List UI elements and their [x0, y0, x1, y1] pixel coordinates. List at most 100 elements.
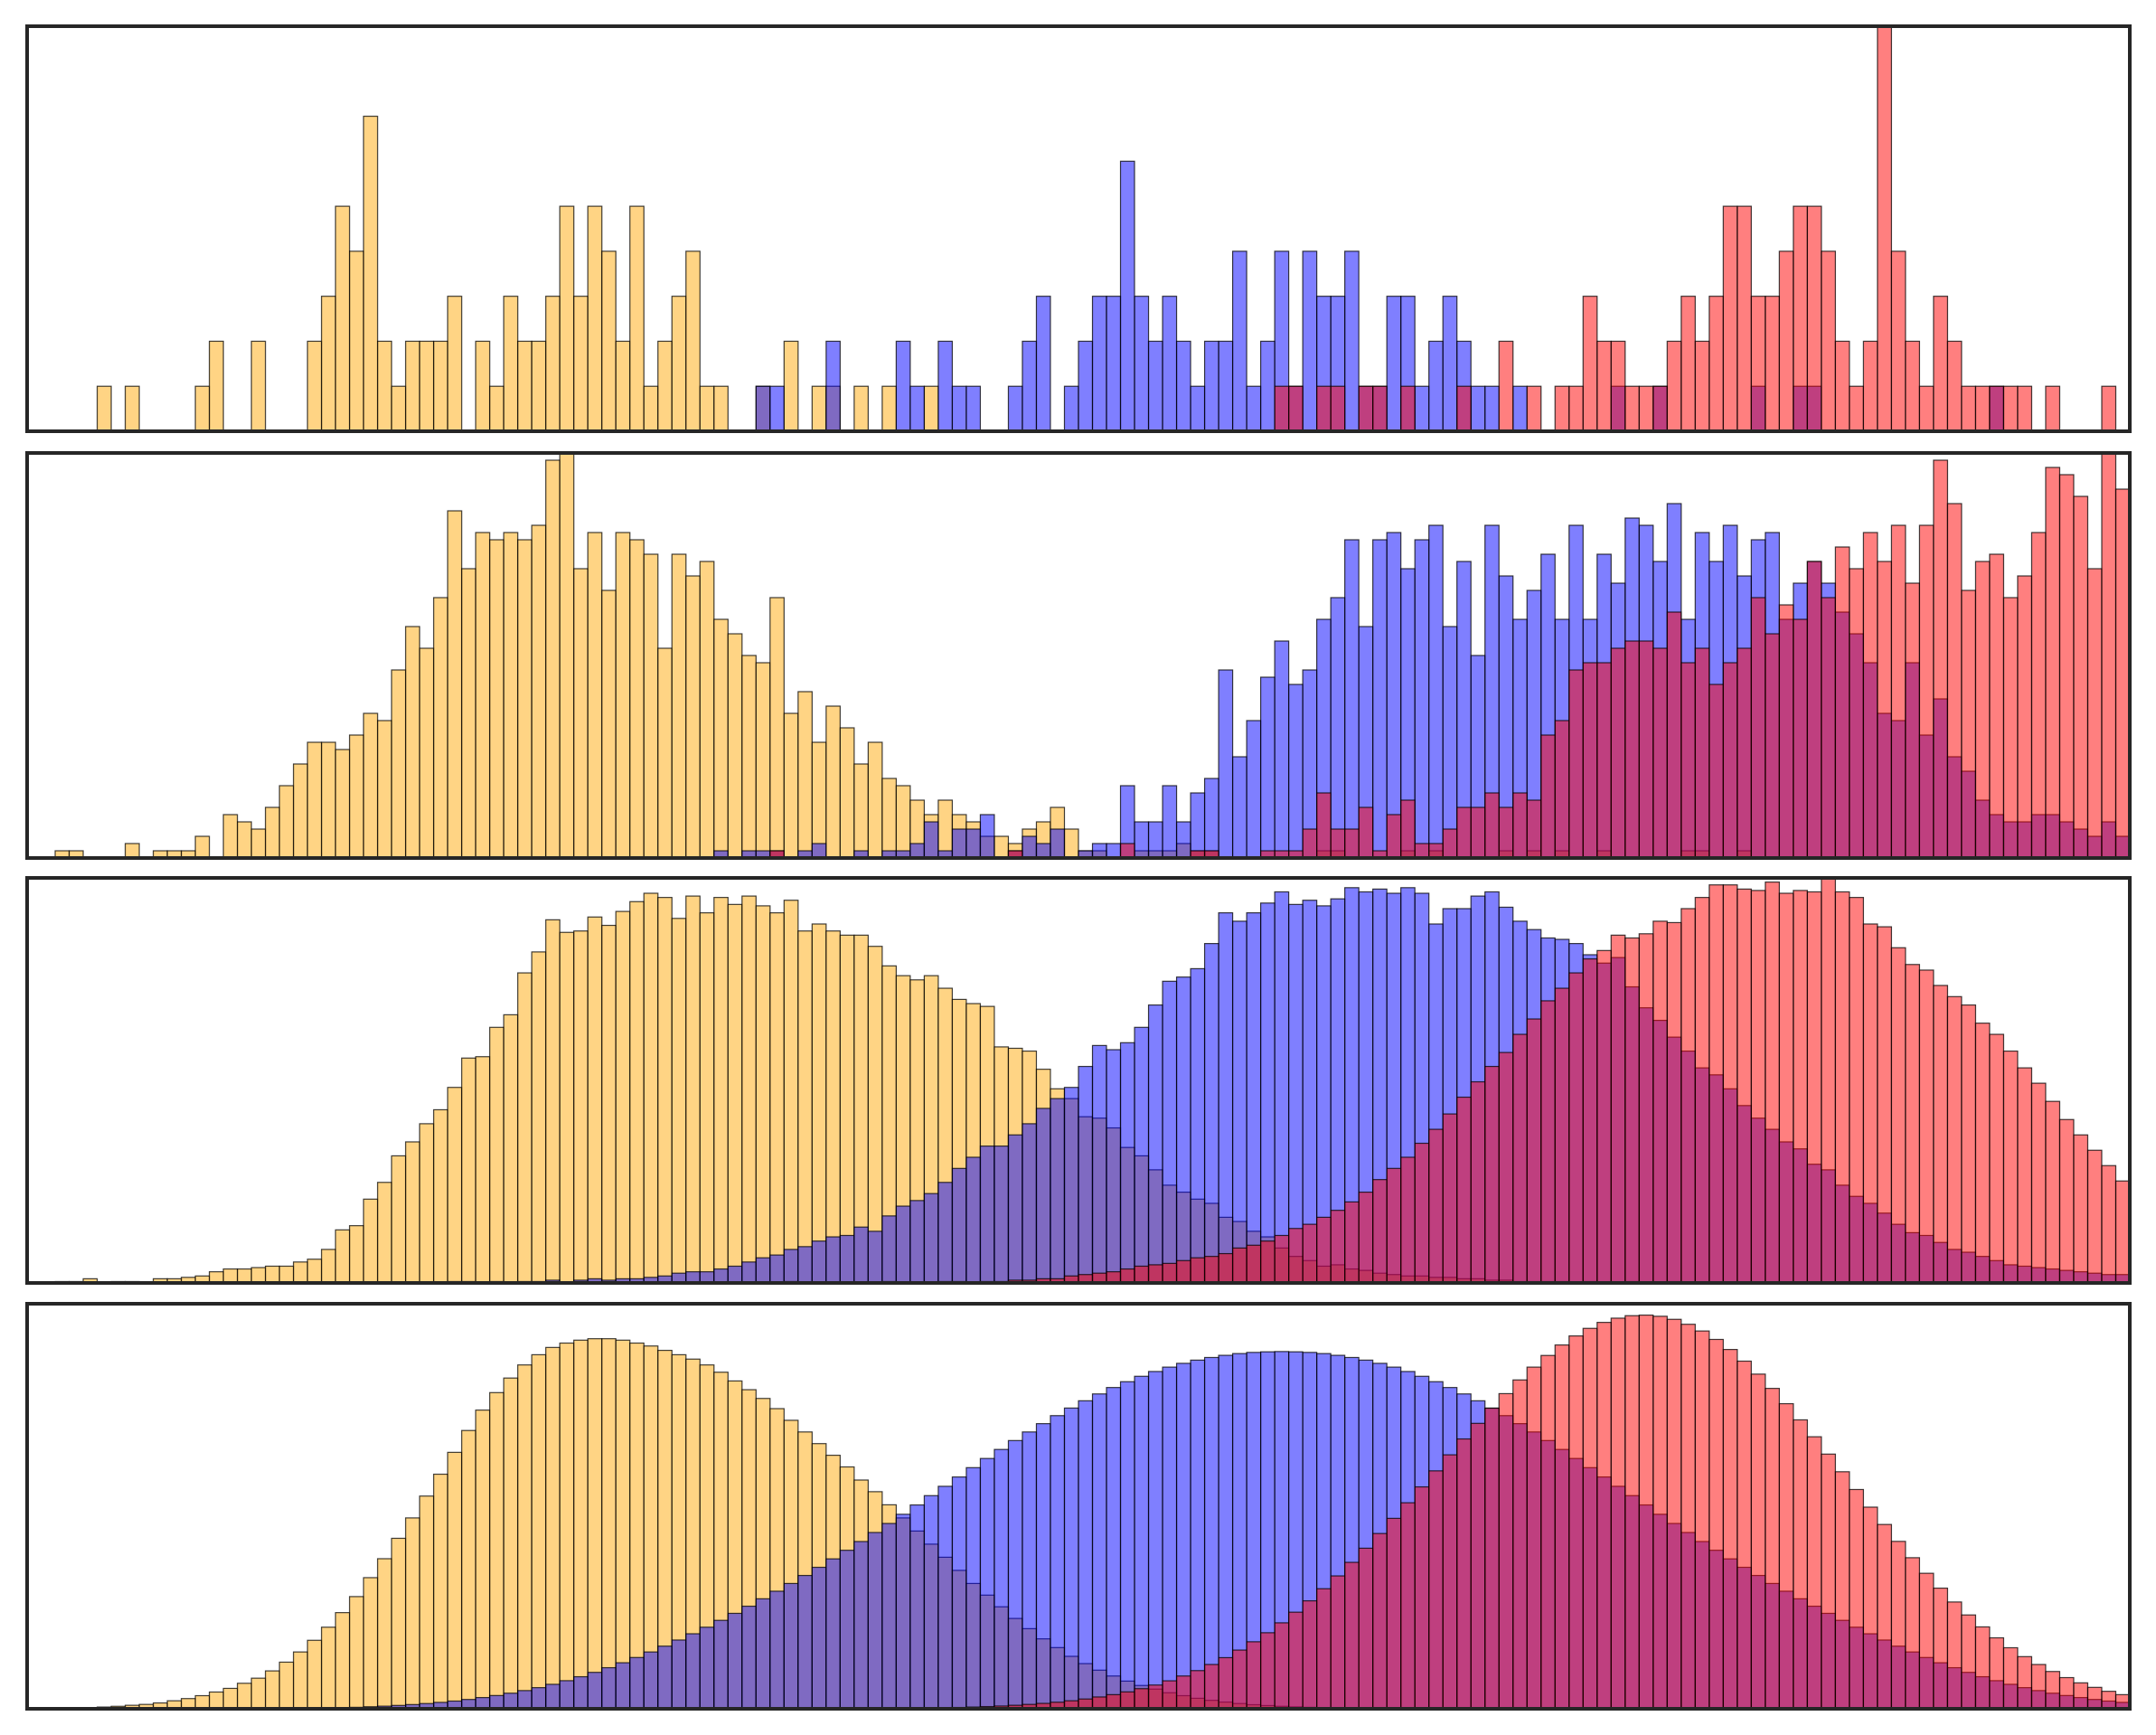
- histogram-bar: [2129, 843, 2130, 858]
- histogram-bar: [405, 340, 420, 431]
- series-1: [54, 892, 1878, 1283]
- histogram-bar: [461, 568, 476, 858]
- histogram-bar: [2101, 385, 2117, 431]
- histogram-bar: [1709, 684, 1724, 858]
- histogram-bar: [377, 340, 392, 431]
- histogram-bar: [1554, 987, 1570, 1283]
- histogram-bar: [685, 1633, 701, 1709]
- histogram-bar: [573, 930, 588, 1283]
- histogram-bar: [208, 340, 224, 431]
- histogram-bar: [1175, 976, 1191, 1283]
- histogram-bar: [1582, 957, 1598, 1283]
- histogram-bar: [349, 250, 364, 431]
- histogram-bar: [727, 1265, 743, 1283]
- histogram-bar: [1722, 662, 1738, 858]
- histogram-bar: [657, 647, 673, 858]
- histogram-bar: [993, 1448, 1010, 1709]
- histogram-bar: [895, 1513, 911, 1709]
- histogram-bar: [643, 892, 659, 1283]
- histogram-bar: [1358, 806, 1374, 858]
- histogram-bar: [671, 296, 687, 431]
- histogram-bar: [1974, 1626, 1991, 1709]
- histogram-bar: [1330, 828, 1346, 858]
- histogram-bar: [321, 296, 336, 431]
- histogram-bar: [1722, 205, 1738, 431]
- histogram-bar: [475, 340, 491, 431]
- histogram-bar: [895, 785, 911, 858]
- histogram-bar: [657, 897, 673, 1283]
- histogram-bar: [937, 1485, 954, 1709]
- histogram-bar: [2086, 1686, 2103, 1709]
- histogram-bar: [1568, 972, 1584, 1283]
- histogram-bar: [489, 1391, 504, 1709]
- histogram-bar: [1175, 1675, 1191, 1709]
- histogram-bar: [1386, 814, 1402, 858]
- histogram-bar: [1681, 1324, 1696, 1709]
- histogram-bar: [1946, 503, 1963, 858]
- histogram-bar: [1778, 1402, 1794, 1709]
- histogram-bar: [447, 1087, 463, 1283]
- histogram-bar: [1119, 1268, 1135, 1283]
- histogram-bar: [2045, 467, 2061, 858]
- histogram-bar: [1274, 1234, 1290, 1283]
- histogram-bar: [1456, 385, 1472, 431]
- histogram-bar: [1190, 385, 1206, 431]
- histogram-bar: [1877, 26, 1892, 431]
- histogram-bar: [447, 296, 463, 431]
- histogram-bar: [237, 821, 252, 858]
- histogram-bar: [1287, 903, 1304, 1283]
- histogram-bar: [2086, 568, 2103, 858]
- histogram-bar: [531, 1687, 547, 1709]
- histogram-bar: [1414, 1142, 1430, 1283]
- histogram-bar: [1147, 340, 1163, 431]
- histogram-bar: [517, 539, 532, 858]
- histogram-bar: [1933, 459, 1949, 858]
- histogram-bar: [1358, 1191, 1374, 1283]
- histogram-bar: [1162, 980, 1178, 1283]
- histogram-bar: [629, 205, 645, 431]
- histogram-bar: [1050, 828, 1066, 858]
- histogram-bar: [825, 1236, 841, 1283]
- histogram-bar: [951, 828, 967, 858]
- histogram-bar: [1147, 1264, 1163, 1283]
- histogram-bar: [699, 561, 715, 858]
- histogram-bar: [405, 1141, 420, 1283]
- histogram-bar: [965, 1156, 982, 1283]
- bars-group: [96, 26, 2117, 431]
- histogram-bar: [1035, 843, 1051, 858]
- histogram-bar: [881, 778, 898, 858]
- histogram-bar: [769, 1254, 785, 1283]
- histogram-bar: [1722, 884, 1738, 1283]
- histogram-bar: [2045, 1100, 2061, 1283]
- histogram-bar: [96, 385, 112, 431]
- histogram-bar: [1175, 821, 1191, 858]
- histogram-bar: [909, 1200, 926, 1283]
- histogram-bar: [1918, 385, 1935, 431]
- histogram-bar: [1974, 1023, 1991, 1283]
- histogram-bar: [1946, 340, 1963, 431]
- histogram-bar: [1091, 1044, 1107, 1283]
- histogram-bar: [1203, 850, 1219, 858]
- histogram-bar: [1470, 1080, 1486, 1283]
- histogram-bar: [979, 1146, 995, 1283]
- histogram-bar: [811, 923, 827, 1283]
- histogram-bar: [1022, 835, 1038, 858]
- histogram-bar: [1681, 908, 1696, 1283]
- histogram-bar: [1372, 1179, 1388, 1283]
- histogram-bar: [1526, 799, 1542, 858]
- histogram-bar: [2144, 1704, 2156, 1709]
- histogram-bar: [461, 1057, 476, 1283]
- histogram-bar: [1035, 1108, 1051, 1283]
- histogram-bar: [1344, 1201, 1360, 1283]
- histogram-bar: [923, 1193, 939, 1283]
- histogram-bar: [1890, 1541, 1907, 1709]
- histogram-bar: [1456, 806, 1472, 858]
- histogram-bar: [853, 1541, 870, 1709]
- histogram-bar: [1666, 1318, 1682, 1709]
- histogram-bar: [2058, 1118, 2075, 1283]
- histogram-bar: [1162, 785, 1178, 858]
- histogram-bar: [489, 1694, 504, 1709]
- histogram-panel-1: [25, 24, 2132, 433]
- histogram-bar: [769, 850, 785, 858]
- histogram-bar: [1246, 1641, 1262, 1709]
